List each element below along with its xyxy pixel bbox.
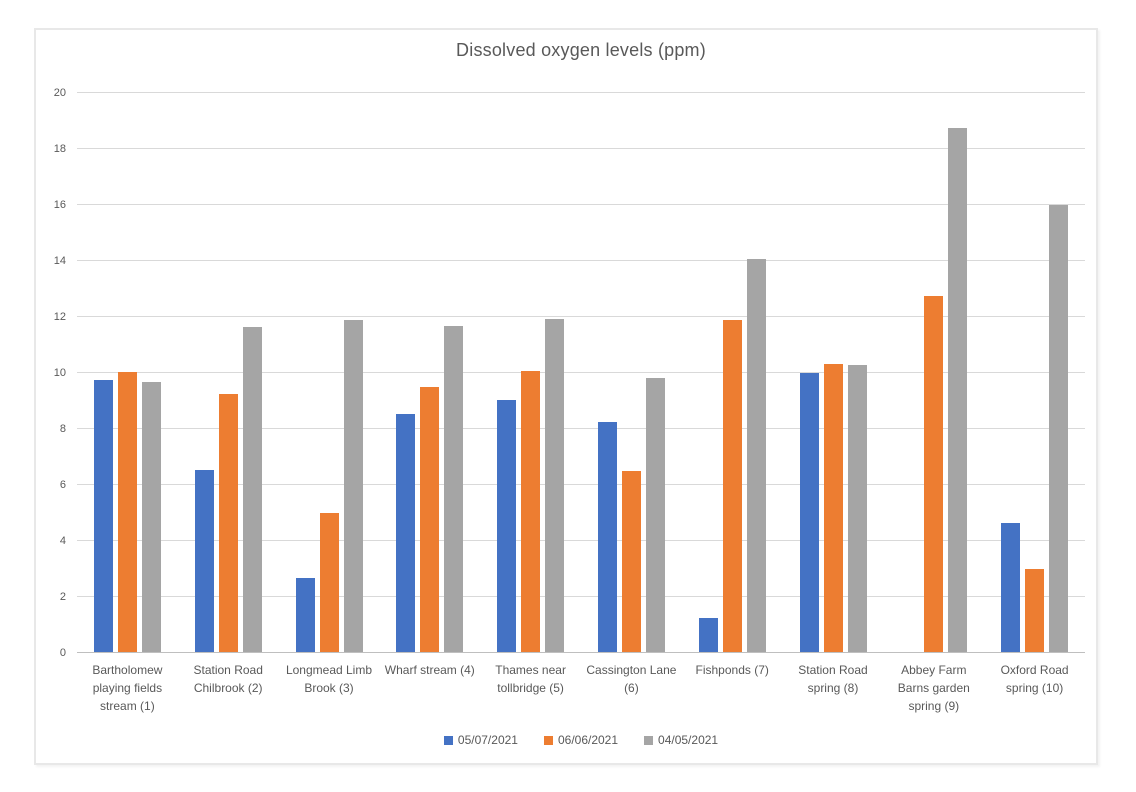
chart-frame: Dissolved oxygen levels (ppm) 0 2 4 6 8 10 12 1… [34,28,1098,765]
legend-swatch [644,735,654,745]
legend-item: 05/07/2021 [443,733,518,747]
bar-series-2-category-8 [823,363,843,652]
bar-series-1-category-8 [799,373,819,652]
bar-series-3-category-5 [545,318,565,652]
bar-series-1-category-7 [698,618,718,652]
x-category-label: Thames near tollbridge (5) [495,663,566,695]
x-category-label: Fishponds (7) [695,663,769,677]
y-tick-label: 0 [59,647,66,659]
bar-series-3-category-1 [141,381,161,652]
gridline [77,92,1085,93]
bar-series-1-category-3 [295,577,315,652]
legend-swatch [443,735,453,745]
bar-series-1-category-4 [396,414,416,652]
bar-series-3-category-10 [1049,205,1069,652]
x-category-label: Bartholomew playing fields stream (1) [92,663,163,713]
legend-swatch [543,735,553,745]
y-tick-label: 20 [53,87,66,99]
bar-series-2-category-2 [218,394,238,652]
bar-series-1-category-10 [1001,523,1021,652]
bar-series-1-category-6 [597,422,617,652]
gridline [77,484,1085,485]
bar-series-2-category-3 [319,513,339,652]
bar-series-1-category-2 [194,470,214,652]
y-tick-label: 8 [59,423,66,435]
bar-series-3-category-9 [948,128,968,652]
x-category-label: Station Road spring (8) [798,663,868,695]
gridline [77,260,1085,261]
bar-series-3-category-2 [242,327,262,652]
y-tick-label: 4 [59,535,66,547]
bar-series-3-category-8 [847,365,867,652]
gridline [77,148,1085,149]
legend-label: 06/06/2021 [557,733,619,747]
bar-series-2-category-4 [420,387,440,652]
gridline [77,540,1085,541]
x-category-label: Oxford Road spring (10) [1000,663,1069,695]
gridline [77,596,1085,597]
y-tick-label: 6 [59,479,66,491]
bar-series-1-category-5 [497,400,517,652]
x-category-label: Wharf stream (4) [384,663,475,677]
gridline [77,372,1085,373]
bar-series-3-category-3 [343,320,363,652]
y-tick-label: 12 [53,311,66,323]
y-tick-label: 2 [59,591,66,603]
legend-item: 04/05/2021 [644,733,718,747]
x-axis-labels: Bartholomew playing fields stream (1) Sta… [77,661,1085,721]
x-category-label: Cassington Lane (6) [586,663,677,695]
gridline [77,428,1085,429]
legend-label: 04/05/2021 [658,733,719,747]
bar-series-3-category-6 [645,377,665,652]
gridline [77,204,1085,205]
y-tick-label: 14 [53,255,66,267]
y-tick-label: 16 [53,199,66,211]
plot-area [77,92,1085,653]
y-tick-label: 18 [53,143,66,155]
x-category-label: Abbey Farm Barns garden spring (9) [897,663,970,713]
bar-series-1-category-1 [93,380,113,652]
x-category-label: Longmead Limb Brook (3) [285,663,373,695]
bar-series-2-category-9 [924,296,944,652]
bar-series-2-category-1 [117,372,137,652]
legend: 05/07/2021 06/06/2021 04/05/2021 [77,733,1085,747]
bar-series-3-category-4 [444,325,464,652]
bar-series-3-category-7 [746,258,766,652]
y-tick-label: 10 [53,367,66,379]
legend-item: 06/06/2021 [543,733,619,747]
x-category-label: Station Road Chilbrook (2) [193,663,263,695]
bar-series-2-category-5 [521,370,541,652]
bar-series-2-category-6 [621,471,641,652]
x-axis-line [77,652,1085,653]
legend-label: 05/07/2021 [457,733,518,747]
chart-title: Dissolved oxygen levels (ppm) [456,40,706,60]
bar-series-2-category-7 [722,320,742,652]
gridline [77,316,1085,317]
bar-series-2-category-10 [1025,569,1045,652]
